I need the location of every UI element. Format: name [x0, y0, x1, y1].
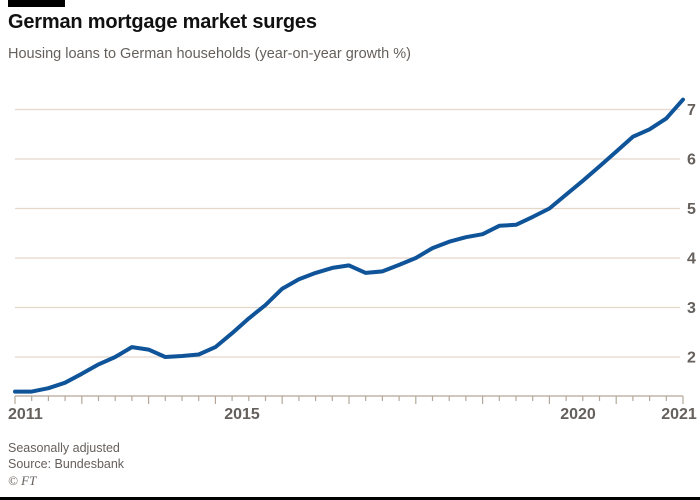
series-line [13, 97, 685, 394]
footnote-seasonal-adjustment: Seasonally adjusted [8, 441, 120, 455]
ft-credit: © FT [8, 473, 37, 488]
y-axis-tick-label: 6 [687, 152, 696, 169]
y-axis-tick-label: 4 [687, 251, 696, 268]
chart-subtitle: Housing loans to German households (year… [8, 46, 411, 62]
x-axis-tick-label: 2015 [224, 406, 260, 423]
y-axis-tick-label: 5 [687, 201, 696, 218]
x-axis-tick-label: 2021 [661, 406, 697, 423]
page-title: German mortgage market surges [8, 11, 317, 33]
y-axis-tick-label: 7 [687, 102, 696, 119]
bottom-rule [0, 497, 700, 500]
title-accent-bar [8, 0, 65, 7]
x-axis-tick-label: 2011 [8, 406, 43, 423]
x-axis-tick-label: 2020 [560, 406, 596, 423]
y-axis-tick-label: 2 [687, 350, 696, 367]
y-axis-tick-label: 3 [687, 300, 696, 317]
source-note: Source: Bundesbank [8, 457, 125, 471]
